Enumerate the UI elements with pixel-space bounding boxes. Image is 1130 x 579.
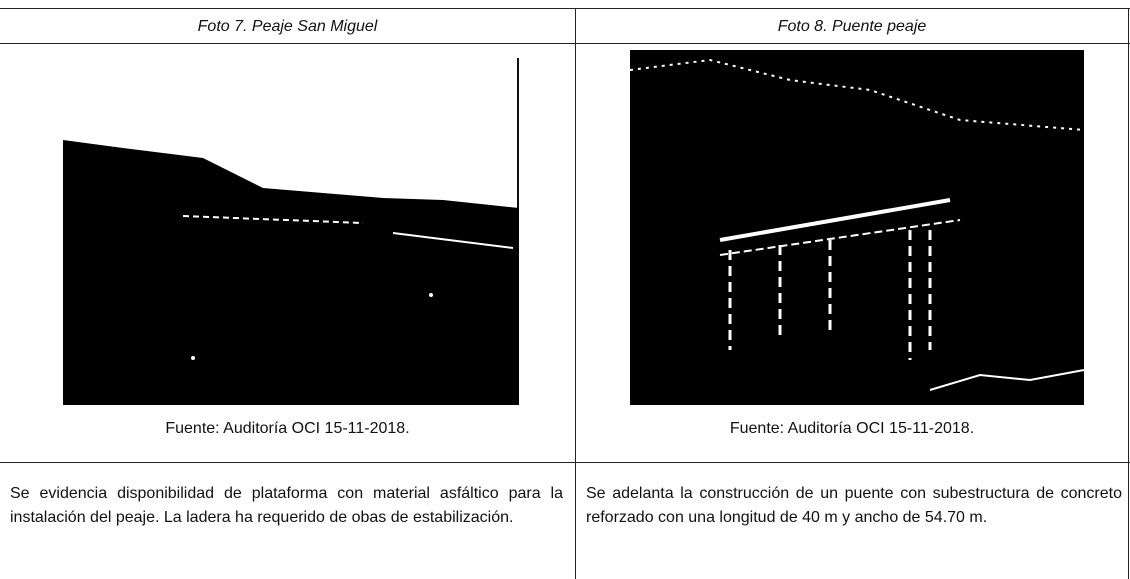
table-border [1128, 8, 1129, 579]
column-divider [575, 8, 576, 579]
photo [63, 58, 519, 405]
photo-title: Foto 8. Puente peaje [777, 18, 927, 35]
photo-source: Fuente: Auditoría OCI 15-11-2018. [729, 420, 975, 437]
photo [630, 50, 1085, 405]
table-border [0, 462, 1130, 463]
table-border [0, 43, 1130, 44]
photo-title: Foto 7. Peaje San Miguel [197, 18, 378, 35]
photo-source: Fuente: Auditoría OCI 15-11-2018. [165, 420, 410, 437]
description: Se adelanta la construcción de un puente… [586, 485, 1122, 526]
table-border [0, 8, 1130, 9]
description: Se evidencia disponibilidad de plataform… [10, 485, 563, 526]
